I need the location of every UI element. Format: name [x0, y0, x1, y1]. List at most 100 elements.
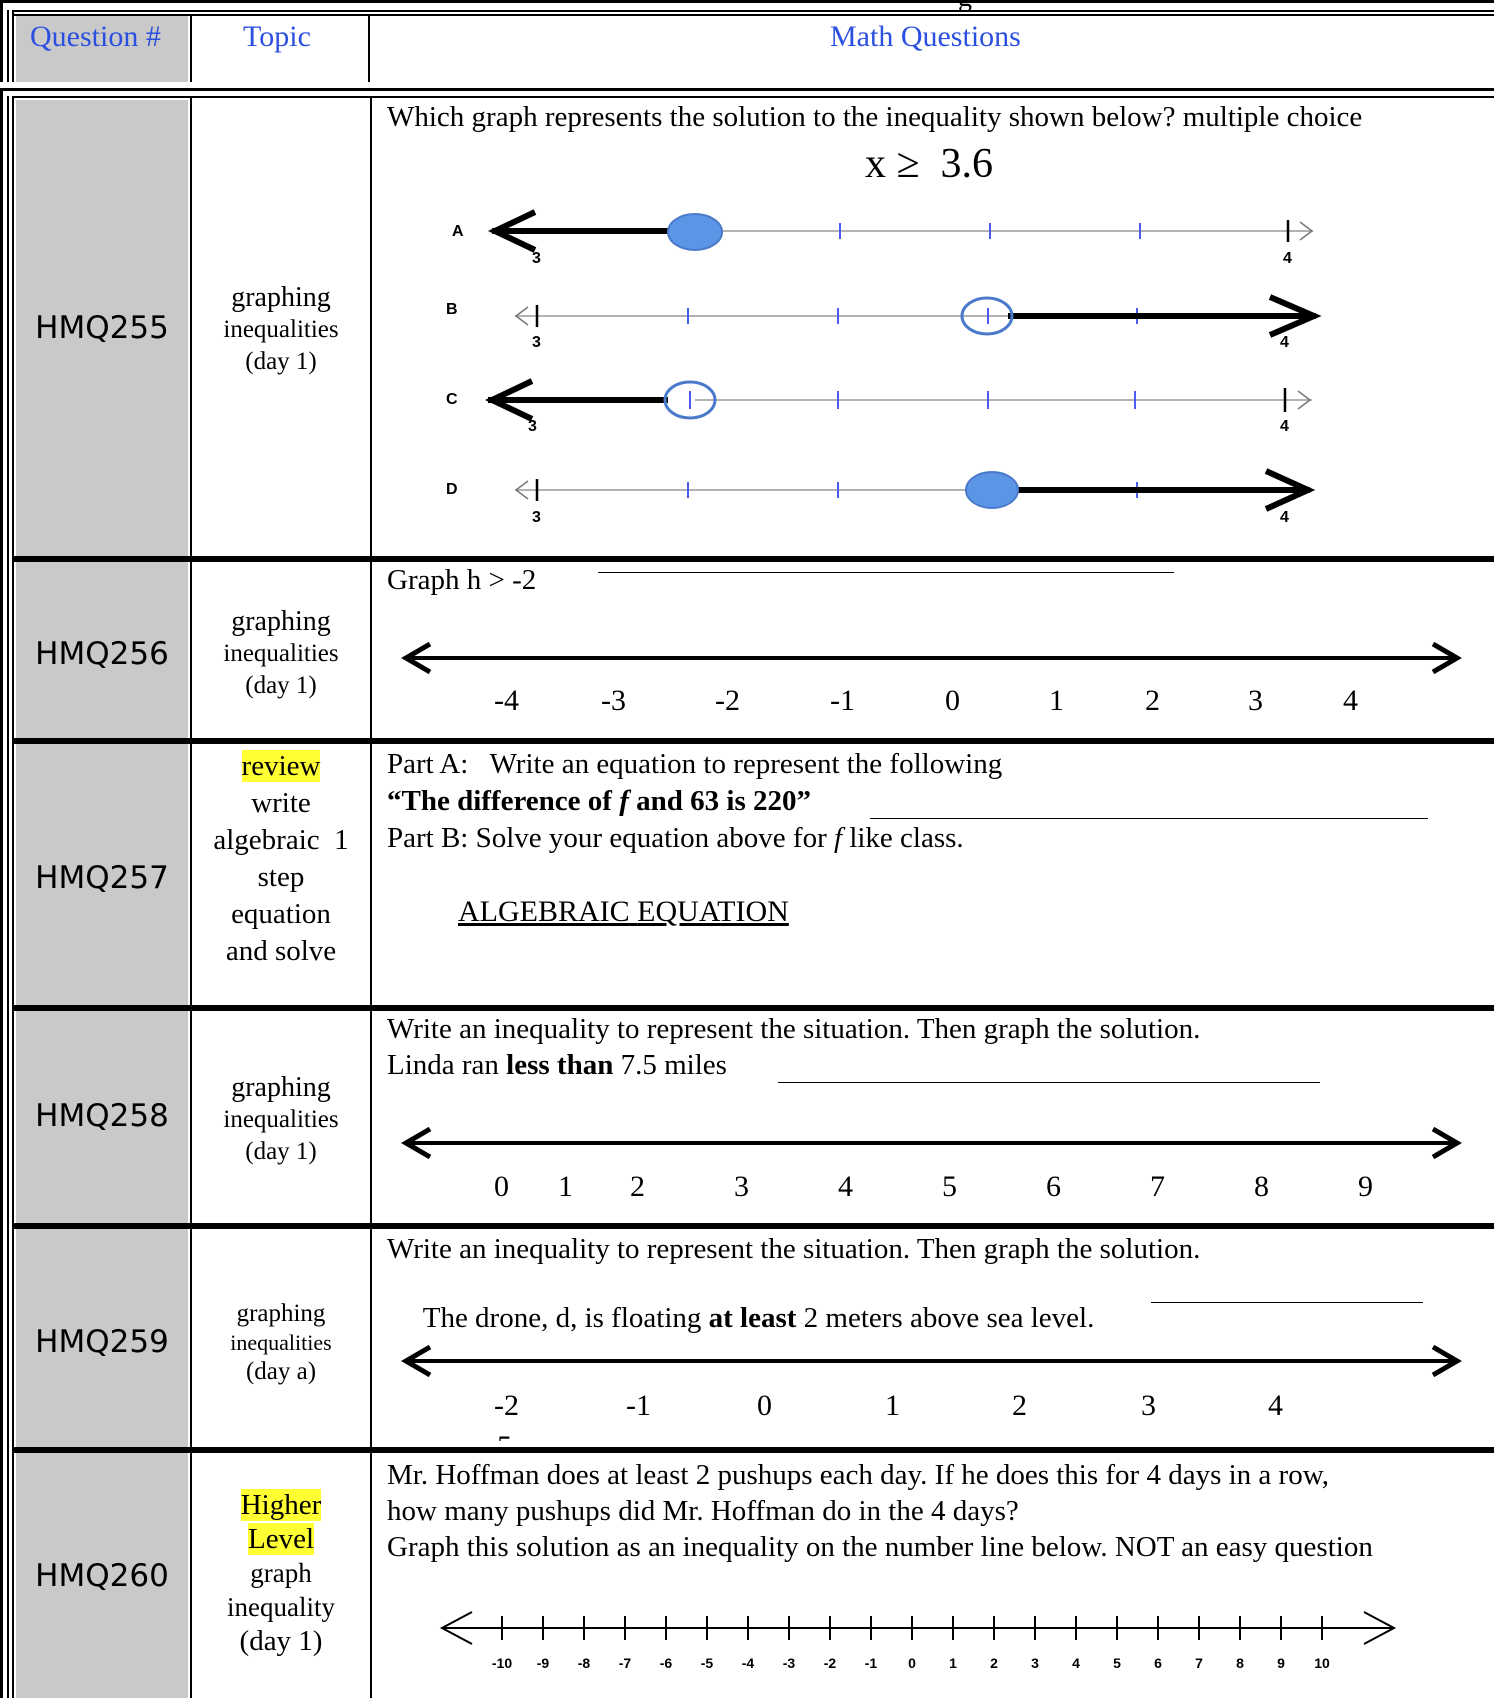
tick-label: 0 — [908, 1655, 916, 1671]
question-line-1: Write an inequality to represent the sit… — [387, 1013, 1201, 1045]
tick-marks — [501, 1616, 1323, 1640]
tick-label: -1 — [830, 684, 855, 717]
tick-label: 7 — [1195, 1655, 1203, 1671]
part-b-text: Part B: Solve your equation above for f … — [387, 822, 964, 854]
choice-a[interactable]: A 3 4 — [452, 209, 1314, 267]
question-line-3: Graph this solution as an inequality on … — [387, 1531, 1373, 1563]
tick-label: 1 — [558, 1170, 573, 1203]
part-a-text: Part A: Write an equation to represent t… — [387, 748, 1003, 780]
header-question-number: Question # — [30, 20, 161, 53]
svg-text:4: 4 — [1283, 250, 1292, 267]
tick-label: 4 — [838, 1170, 853, 1203]
tick-label: -2 — [494, 1389, 519, 1422]
tick-label: -7 — [619, 1655, 632, 1671]
tick-label: -3 — [783, 1655, 796, 1671]
tick-label: -1 — [865, 1655, 878, 1671]
header-math-questions: Math Questions — [830, 20, 1021, 53]
tick-label: 8 — [1236, 1655, 1244, 1671]
tick-label: 3 — [1031, 1655, 1039, 1671]
tick-label: 6 — [1046, 1170, 1061, 1203]
tick-label: 5 — [942, 1170, 957, 1203]
tick-label: -9 — [537, 1655, 550, 1671]
number-line[interactable] — [400, 1343, 1465, 1379]
tick-label: 8 — [1254, 1170, 1269, 1203]
question-line-1: Write an inequality to represent the sit… — [387, 1233, 1201, 1265]
tick-label: 9 — [1358, 1170, 1373, 1203]
tick-label: -4 — [494, 684, 519, 717]
question-line-1: Mr. Hoffman does at least 2 pushups each… — [387, 1459, 1330, 1491]
topic-cell: graphing inequalities (day 1) — [223, 282, 339, 375]
answer-line[interactable] — [598, 572, 1174, 573]
tick-label: 3 — [734, 1170, 749, 1203]
choice-label: C — [446, 391, 458, 408]
tick-label: 5 — [1113, 1655, 1121, 1671]
tick-label: 6 — [1154, 1655, 1162, 1671]
tick-label: 1 — [1049, 684, 1064, 717]
question-line-2: how many pushups did Mr. Hoffman do in t… — [387, 1495, 1019, 1527]
tick-label: 4 — [1268, 1389, 1283, 1422]
svg-text:3: 3 — [528, 418, 537, 435]
multiple-choice-number-lines: A 3 4 B 3 4 — [446, 209, 1322, 526]
answer-line[interactable] — [778, 1082, 1320, 1083]
tick-label: 0 — [494, 1170, 509, 1203]
question-id: HMQ258 — [35, 1098, 169, 1134]
number-line-ten[interactable]: -10 -9 -8 -7 -6 -5 -4 -3 -2 -1 0 1 2 3 4 5 6 7 8 9 10 — [438, 1608, 1398, 1688]
question-id: HMQ255 — [35, 310, 169, 346]
tick-label: 4 — [1343, 684, 1358, 717]
topic-cell: graphing inequalities (day a) — [230, 1300, 332, 1385]
inequality-expression: x ≥ 3.6 — [865, 141, 994, 187]
clipped-tick-label: 5 — [497, 1421, 512, 1441]
tick-label: -4 — [742, 1655, 755, 1671]
tick-labels: -10 -9 -8 -7 -6 -5 -4 -3 -2 -1 0 1 2 3 4 5 6 7 8 9 10 — [492, 1655, 1330, 1671]
tick-label: 4 — [1072, 1655, 1080, 1671]
question-id: HMQ256 — [35, 636, 169, 672]
svg-text:3: 3 — [532, 334, 541, 351]
answer-line[interactable] — [1151, 1302, 1423, 1303]
tick-label: 9 — [1277, 1655, 1285, 1671]
tick-label: -1 — [626, 1389, 651, 1422]
tick-label: -3 — [601, 684, 626, 717]
tick-label: -2 — [715, 684, 740, 717]
svg-text:3: 3 — [532, 509, 541, 526]
topic-cell: graphing inequalities (day 1) — [223, 606, 339, 699]
choice-d[interactable]: D 3 4 — [446, 468, 1316, 526]
number-line[interactable] — [400, 640, 1465, 676]
tick-label: -5 — [701, 1655, 714, 1671]
algebraic-equation-label: ALGEBRAIC EQUATION — [458, 895, 789, 928]
choice-label: B — [446, 301, 458, 318]
question-id: HMQ260 — [35, 1558, 169, 1594]
tick-label: 2 — [990, 1655, 998, 1671]
header-topic: Topic — [243, 20, 311, 53]
question-line-2: Linda ran less than 7.5 miles — [387, 1049, 727, 1081]
svg-text:4: 4 — [1280, 418, 1289, 435]
tick-label: 3 — [1141, 1389, 1156, 1422]
question-id: HMQ257 — [35, 860, 169, 896]
choice-c[interactable]: C 3 4 — [446, 378, 1312, 435]
choice-label: D — [446, 481, 458, 498]
topic-highlight: Higher — [240, 1489, 322, 1521]
header-question-cell — [16, 16, 188, 82]
question-text: Which graph represents the solution to t… — [387, 101, 1363, 133]
answer-line[interactable] — [870, 818, 1428, 819]
tick-label: 2 — [1145, 684, 1160, 717]
number-line[interactable] — [400, 1125, 1465, 1161]
tick-label: 0 — [757, 1389, 772, 1422]
svg-text:4: 4 — [1280, 334, 1289, 351]
tick-label: 7 — [1150, 1170, 1165, 1203]
tick-label: 2 — [630, 1170, 645, 1203]
tick-label: 1 — [885, 1389, 900, 1422]
topic-highlight: Level — [247, 1523, 314, 1555]
tick-label: 1 — [949, 1655, 957, 1671]
tick-label: 0 — [945, 684, 960, 717]
choice-b[interactable]: B 3 4 — [446, 294, 1322, 351]
tick-label: 10 — [1314, 1655, 1330, 1671]
topic-highlight: review — [241, 750, 321, 782]
question-line-2: The drone, d, is floating at least 2 met… — [416, 1302, 1095, 1334]
header-partial-title: g — [958, 0, 972, 14]
tick-label: -2 — [824, 1655, 837, 1671]
tick-label: -6 — [660, 1655, 673, 1671]
tick-label: -8 — [578, 1655, 591, 1671]
tick-label: -10 — [492, 1655, 512, 1671]
topic-cell: Higher Level graph inequality (day 1) — [227, 1489, 335, 1657]
choice-label: A — [452, 223, 464, 240]
